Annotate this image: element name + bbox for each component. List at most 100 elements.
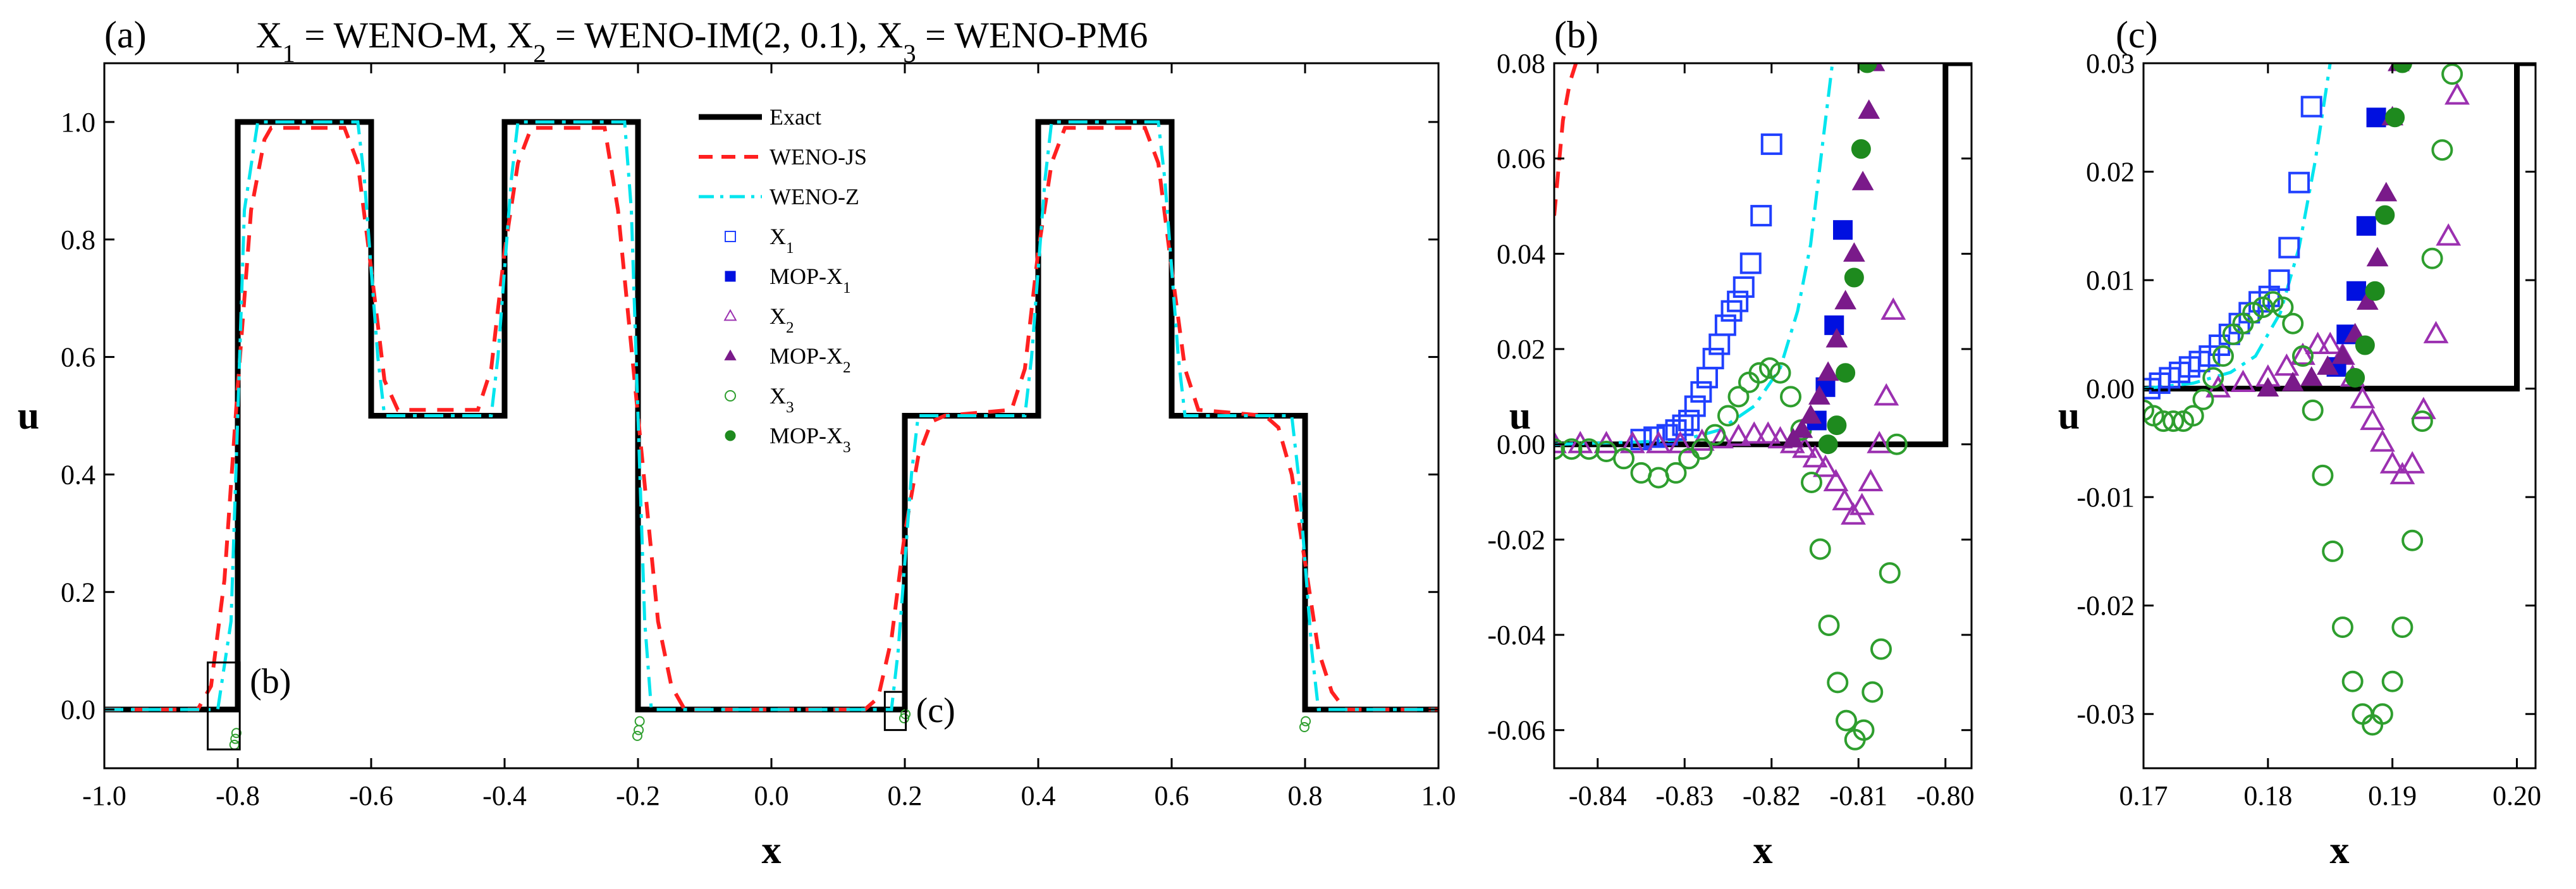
panel-label: (c) [2116, 14, 2158, 56]
point-mop-x3 [1818, 434, 1838, 455]
point-x3 [2431, 139, 2453, 161]
point-x3 [1613, 448, 1635, 470]
point-x3 [2401, 529, 2424, 551]
point-x3 [2262, 291, 2284, 313]
point-x3 [1769, 362, 1791, 384]
point-x3 [2371, 703, 2393, 725]
point-x3 [2391, 616, 2413, 638]
point-mop-x2 [1817, 361, 1839, 381]
point-x1 [1690, 381, 1712, 403]
panel-label: (b) [1554, 14, 1598, 56]
x-axis-title: x [1753, 829, 1773, 872]
x-tick-label: -0.81 [1829, 780, 1887, 811]
point-x3 [2362, 714, 2384, 736]
point-mop-x2 [1791, 418, 1813, 438]
point-x3 [2352, 703, 2374, 725]
series-line-weno-z [104, 120, 1438, 711]
series-mop-x2 [1782, 63, 1886, 448]
y-tick-label: -0.02 [2076, 591, 2135, 622]
y-tick-label: 0.08 [1497, 48, 1545, 79]
point-x3 [634, 716, 645, 727]
legend-marker [725, 430, 736, 441]
point-x2 [1849, 493, 1875, 515]
point-mop-x2 [1800, 404, 1822, 424]
legend-item-x2: X2 [723, 303, 794, 336]
series-x1 [1630, 133, 1782, 451]
point-x3 [1818, 614, 1840, 636]
point-x3 [2242, 302, 2264, 324]
x-tick-label: 0.19 [2368, 780, 2417, 811]
y-tick-label: 0.02 [2086, 157, 2135, 188]
point-x2 [1832, 487, 1858, 511]
main-title: X1 = WENO-M, X2 = WENO-IM(2, 0.1), X3 = … [256, 15, 1148, 68]
point-x3 [1648, 467, 1669, 489]
series-line-weno-js [1554, 63, 1578, 216]
point-x2 [2389, 462, 2415, 484]
y-tick-label: 0.8 [61, 224, 95, 255]
plot-area [104, 119, 1438, 750]
point-x3 [632, 730, 642, 741]
point-x1 [1678, 410, 1700, 432]
y-tick-label: -0.04 [1487, 620, 1545, 651]
legend-item-mop-x2: MOP-X2 [724, 343, 851, 376]
point-x3 [2162, 410, 2185, 432]
point-x1 [1727, 290, 1749, 312]
point-mop-x1 [2356, 216, 2376, 236]
y-tick-label: 0.2 [61, 577, 95, 608]
series-line-weno-z [2144, 63, 2332, 391]
point-x2 [1874, 383, 1899, 406]
y-axis-title: u [2058, 395, 2080, 438]
x-tick-label: 0.20 [2493, 780, 2541, 811]
point-x2 [1741, 421, 1767, 444]
x-tick-label: 0.2 [888, 780, 923, 811]
point-x2 [1858, 469, 1884, 491]
point-mop-x3 [1827, 415, 1847, 436]
point-mop-x3 [1844, 267, 1864, 288]
x-tick-label: -1.0 [82, 780, 126, 811]
point-x3 [1759, 357, 1781, 379]
zoom-box-c [883, 690, 907, 732]
point-x2 [2444, 82, 2470, 105]
point-x3 [1561, 438, 1583, 460]
legend-label: X2 [770, 303, 794, 336]
point-x1 [1733, 276, 1755, 298]
y-tick-label: 0.06 [1497, 144, 1545, 175]
y-tick-label: 1.0 [61, 107, 95, 138]
legend-label: MOP-X2 [770, 343, 851, 376]
point-x2 [1646, 431, 1671, 453]
x-tick-label: 1.0 [1421, 780, 1456, 811]
y-tick-label: 0.01 [2086, 265, 2135, 296]
y-tick-label: -0.01 [2076, 482, 2135, 513]
series-line-weno-z [1554, 63, 1834, 446]
point-x3 [634, 725, 644, 735]
legend-marker [724, 349, 737, 360]
x-tick-label: 0.6 [1155, 780, 1189, 811]
series-line-weno-js [104, 126, 1438, 712]
point-x1 [1672, 414, 1694, 436]
point-mop-x2 [1843, 242, 1865, 262]
point-x2 [1755, 421, 1781, 444]
x-tick-label: -0.4 [482, 780, 527, 811]
point-x3 [1554, 438, 1565, 460]
x-axis-title: x [2330, 829, 2350, 872]
point-mop-x1 [1824, 315, 1844, 335]
point-mop-x3 [2365, 281, 2385, 301]
point-x3 [1861, 681, 1884, 703]
point-x2 [2360, 407, 2386, 431]
point-x1 [1708, 333, 1731, 355]
legend-marker [725, 231, 736, 242]
x-tick-label: 0.17 [2119, 780, 2168, 811]
x-tick-label: -0.82 [1743, 780, 1801, 811]
point-x3 [1801, 471, 1822, 493]
point-x2 [1802, 445, 1828, 468]
point-mop-x3 [2345, 367, 2365, 388]
y-tick-label: 0.03 [2086, 48, 2135, 79]
point-mop-x2 [2366, 247, 2389, 267]
point-x3 [2212, 345, 2234, 367]
point-x2 [1708, 426, 1734, 449]
point-x3 [2441, 63, 2463, 85]
panel-b: -0.84 -0.83 -0.82 -0.81 -0.80 -0.06 -0.04 -0.02… [1487, 14, 1974, 872]
point-x3 [2322, 540, 2344, 562]
series-x3 [1554, 357, 1908, 751]
